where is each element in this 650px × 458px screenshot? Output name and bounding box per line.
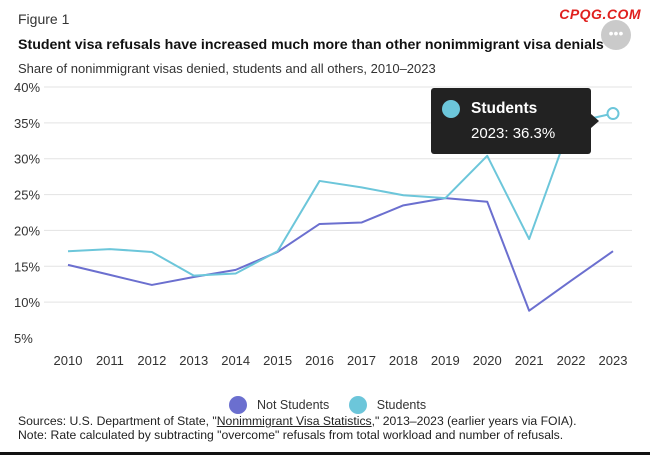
x-tick-label: 2016 — [305, 353, 334, 368]
y-tick-label: 25% — [14, 188, 40, 203]
legend-label-students: Students — [376, 398, 427, 412]
legend-item-not-students[interactable]: Not Students — [229, 396, 329, 414]
legend-label-not-students: Not Students — [257, 398, 330, 412]
chart-menu-button[interactable]: ••• — [601, 20, 631, 50]
y-tick-label: 20% — [14, 223, 40, 238]
x-tick-label: 2010 — [54, 353, 83, 368]
legend: Not Students Students — [229, 396, 442, 417]
watermark: CPQG.COM — [559, 6, 641, 22]
tooltip-series-name: Students — [471, 100, 538, 117]
series-line-students[interactable] — [67, 112, 614, 277]
series-line-not-students[interactable] — [67, 197, 614, 312]
x-tick-label: 2014 — [221, 353, 250, 368]
sources-prefix: Sources: U.S. Department of State, " — [18, 414, 217, 428]
x-tick-label: 2017 — [347, 353, 376, 368]
chart-subtitle: Share of nonimmigrant visas denied, stud… — [18, 61, 436, 76]
x-tick-label: 2020 — [473, 353, 502, 368]
x-tick-label: 2021 — [515, 353, 544, 368]
sources-link[interactable]: Nonimmigrant Visa Statistics — [216, 414, 372, 428]
x-tick-label: 2018 — [389, 353, 418, 368]
legend-swatch-not-students — [229, 396, 247, 414]
x-tick-label: 2011 — [96, 353, 124, 368]
legend-item-students[interactable]: Students — [348, 396, 427, 414]
y-axis-labels: 5% 10% 15% 20% 25% 30% 35% 40% — [14, 80, 40, 346]
gridlines — [44, 86, 632, 303]
x-axis-labels: 2010 2011 2012 2013 2014 2015 2016 2017 2018 2019… — [54, 353, 628, 368]
highlight-point[interactable] — [606, 107, 620, 121]
x-tick-label: 2015 — [263, 353, 292, 368]
legend-swatch-students — [348, 396, 367, 414]
chart-title: Student visa refusals have increased muc… — [18, 37, 604, 53]
line-chart: 5% 10% 15% 20% 25% 30% 35% 40% 2010 2011 2012 2013… — [14, 80, 632, 368]
y-tick-label: 15% — [14, 259, 40, 274]
note-line: Note: Rate calculated by subtracting "ov… — [18, 428, 564, 442]
figure-label: Figure 1 — [18, 11, 70, 27]
tooltip: Students 2023: 36.3% — [431, 88, 599, 154]
x-tick-label: 2019 — [431, 353, 460, 368]
sources-note: Sources: U.S. Department of State, "Noni… — [18, 414, 576, 442]
y-tick-label: 5% — [14, 331, 33, 346]
bottom-rule — [0, 452, 650, 455]
series-lines — [67, 107, 620, 312]
y-tick-label: 10% — [14, 295, 40, 310]
x-tick-label: 2023 — [599, 353, 628, 368]
x-tick-label: 2022 — [557, 353, 586, 368]
ellipsis-icon: ••• — [608, 25, 624, 41]
sources-suffix: ," 2013–2023 (earlier years via FOIA). — [371, 414, 577, 428]
y-tick-label: 30% — [14, 152, 40, 167]
y-tick-label: 35% — [14, 116, 40, 131]
y-tick-label: 40% — [14, 80, 40, 95]
x-tick-label: 2013 — [179, 353, 208, 368]
tooltip-series-dot — [442, 100, 460, 118]
sources-line: Sources: U.S. Department of State, "Noni… — [18, 414, 576, 428]
x-tick-label: 2012 — [137, 353, 166, 368]
tooltip-value: 2023: 36.3% — [471, 125, 556, 142]
